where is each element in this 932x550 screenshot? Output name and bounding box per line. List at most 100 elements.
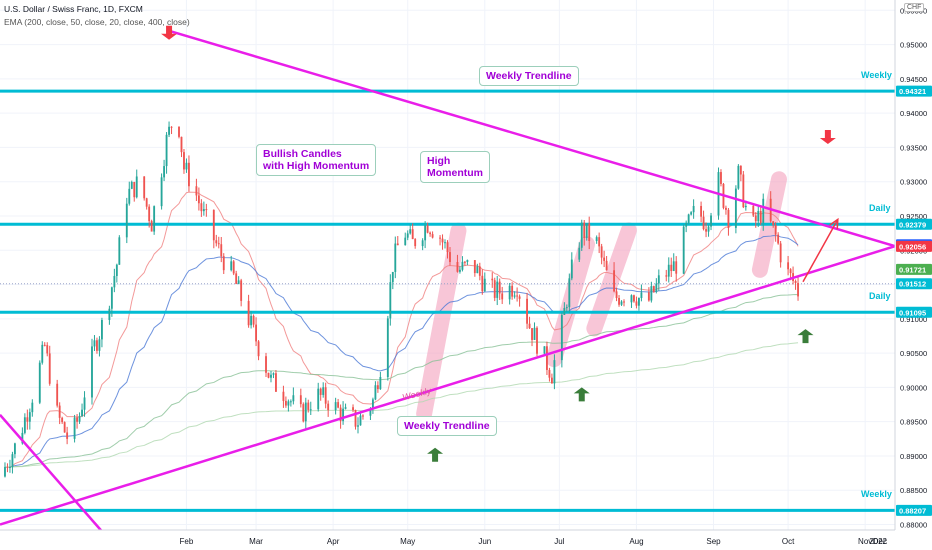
candle-body [81,409,83,416]
candle-body [531,328,533,340]
trendline [168,29,896,248]
arrow-up-icon [797,329,814,344]
candle-body [21,432,24,444]
candle-body [267,372,270,378]
candle-body [431,234,434,238]
price-label-bg [896,278,932,290]
candle-body [143,176,146,199]
candle-body [734,188,737,228]
candle-body [317,388,320,410]
candle-body [188,162,190,187]
candle-body [160,177,163,207]
candle-body [337,402,340,408]
time-tick-label: May [400,537,415,546]
candle-body [727,209,730,228]
candle-body [533,327,536,340]
candle-body [618,298,620,305]
candle-body [550,377,553,384]
candle-body [118,237,121,265]
candle-body [583,222,586,238]
highlight-zone [586,222,637,337]
candle-body [237,280,240,284]
time-tick-label: 2022 [869,537,887,546]
candle-body [247,300,250,326]
arrow-up-icon [427,447,444,462]
candle-body [568,278,571,308]
candle-body [178,126,180,137]
price-tick-label: 0.88500 [900,486,927,495]
candle-body [197,195,200,204]
candle-body [359,415,362,426]
candle-body [411,229,414,240]
candle-body [265,356,267,373]
candle-body [41,344,44,363]
candle-body [466,260,469,262]
price-tick-label: 0.89000 [900,452,927,461]
candle-body [585,223,588,238]
candle-body [759,211,762,223]
candle-body [289,401,292,403]
price-label: 0.92056 [899,242,926,251]
candle-body [757,211,760,222]
candle-body [630,295,633,303]
candle-body [299,395,302,405]
price-tick-label: 0.95000 [900,41,927,50]
candle-body [115,264,118,276]
candle-body [739,165,742,175]
candle-body [322,387,325,395]
candle-body [560,314,563,361]
candle-body [339,407,342,422]
candle-body [327,403,330,411]
candle-body [91,346,93,398]
candle-body [272,373,275,375]
candle-body [478,266,481,276]
price-tick-label: 0.88000 [900,521,927,530]
trendline [0,413,103,533]
candle-body [414,239,417,247]
candle-body [73,417,76,439]
candle-body [63,422,66,433]
candle-body [640,292,643,299]
candle-body [650,286,653,301]
candle-body [26,417,29,422]
candle-body [108,308,111,320]
candle-body [657,275,660,284]
candle-body [665,275,668,277]
candle-body [458,269,461,272]
candle-body [675,261,678,274]
candle-body [376,385,379,390]
candle-body [513,295,516,297]
candle-body [185,162,188,170]
candle-body [754,215,757,222]
candle-body [600,246,603,258]
candle-body [779,243,782,263]
price-tick-label: 0.92500 [900,212,927,221]
candle-body [647,292,650,301]
candle-body [526,298,528,324]
candle-body [456,262,459,272]
candle-body [633,295,635,302]
time-tick-label: Sep [706,537,721,546]
candle-body [48,353,51,384]
candle-body [215,240,218,244]
candle-body [128,188,131,204]
candle-body [598,237,601,247]
candle-body [635,301,638,306]
candle-body [200,203,203,212]
candle-body [145,198,148,207]
candle-body [113,275,116,288]
time-axis-bg [0,530,932,550]
candle-body [744,205,747,208]
candle-body [230,261,233,271]
candle-body [553,360,556,384]
candle-body [491,278,494,281]
candle-body [354,410,357,427]
price-tick-label: 0.93000 [900,178,927,187]
candle-body [98,339,101,351]
candle-body [110,287,113,309]
candle-body [250,315,253,326]
candle-body [762,198,765,223]
candlesticks [4,121,799,478]
candle-body [652,286,655,292]
